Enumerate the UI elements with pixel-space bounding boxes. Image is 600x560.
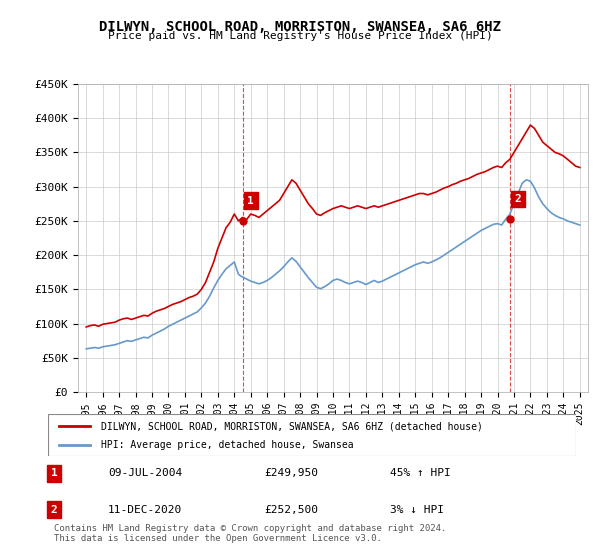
Text: 45% ↑ HPI: 45% ↑ HPI	[390, 468, 451, 478]
Text: 11-DEC-2020: 11-DEC-2020	[108, 505, 182, 515]
Text: Price paid vs. HM Land Registry's House Price Index (HPI): Price paid vs. HM Land Registry's House …	[107, 31, 493, 41]
Text: £249,950: £249,950	[264, 468, 318, 478]
Text: 3% ↓ HPI: 3% ↓ HPI	[390, 505, 444, 515]
Text: DILWYN, SCHOOL ROAD, MORRISTON, SWANSEA, SA6 6HZ (detached house): DILWYN, SCHOOL ROAD, MORRISTON, SWANSEA,…	[101, 421, 482, 431]
Text: 2: 2	[515, 194, 521, 204]
Text: 1: 1	[50, 468, 58, 478]
Text: £252,500: £252,500	[264, 505, 318, 515]
Text: DILWYN, SCHOOL ROAD, MORRISTON, SWANSEA, SA6 6HZ: DILWYN, SCHOOL ROAD, MORRISTON, SWANSEA,…	[99, 20, 501, 34]
Text: Contains HM Land Registry data © Crown copyright and database right 2024.
This d: Contains HM Land Registry data © Crown c…	[54, 524, 446, 543]
Text: 2: 2	[50, 505, 58, 515]
Text: 09-JUL-2004: 09-JUL-2004	[108, 468, 182, 478]
Text: 1: 1	[247, 196, 254, 206]
Text: HPI: Average price, detached house, Swansea: HPI: Average price, detached house, Swan…	[101, 440, 353, 450]
FancyBboxPatch shape	[48, 414, 576, 456]
